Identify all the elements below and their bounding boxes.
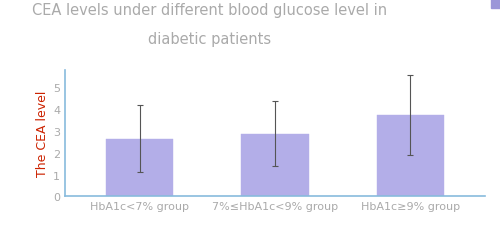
Text: CEA levels under different blood glucose level in: CEA levels under different blood glucose… [32,3,388,17]
Text: diabetic patients: diabetic patients [148,32,272,46]
Bar [241,134,309,197]
Y-axis label: The CEA level: The CEA level [36,90,49,177]
Legend: CEA level: CEA level [491,0,500,11]
Bar [106,139,174,197]
Bar [376,115,444,197]
